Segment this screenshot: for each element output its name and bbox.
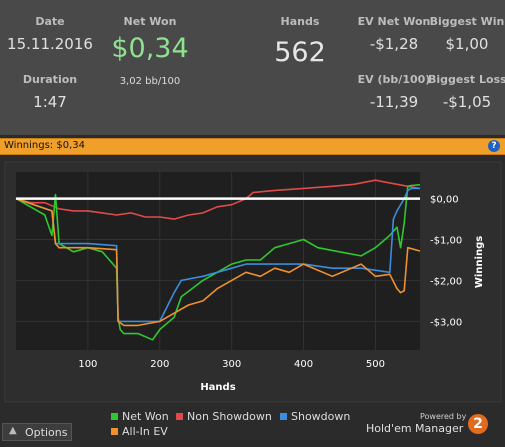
date-label: Date bbox=[35, 15, 65, 28]
caret-up-icon: ▲ bbox=[9, 425, 17, 436]
net-won-label: Net Won bbox=[123, 15, 177, 28]
y-tick-label: -$2,00 bbox=[430, 276, 462, 287]
winnings-title: Winnings: $0,34 bbox=[4, 140, 85, 151]
biggest-win-label: Biggest Win bbox=[429, 15, 505, 28]
duration-value: 1:47 bbox=[33, 93, 67, 111]
x-tick-label: 300 bbox=[222, 359, 241, 370]
brand-logo-icon: 2 bbox=[468, 414, 488, 434]
hands-value: 562 bbox=[274, 37, 326, 68]
legend-non-showdown: Non Showdown bbox=[176, 410, 272, 423]
powered-by-label: Powered by bbox=[420, 412, 467, 421]
ev-bb100-label: EV (bb/100) bbox=[357, 73, 431, 86]
biggest-loss-label: Biggest Loss bbox=[428, 73, 505, 86]
duration-label: Duration bbox=[22, 73, 78, 86]
options-button[interactable]: ▲ Options bbox=[2, 423, 72, 441]
y-tick-label: -$1,00 bbox=[430, 236, 462, 247]
legend-net-won: Net Won bbox=[111, 410, 169, 423]
stats-panel: Date 15.11.2016 Duration 1:47 Net Won $0… bbox=[0, 0, 505, 135]
ev-net-won-label: EV Net Won bbox=[357, 15, 431, 28]
ev-net-won-value: -$1,28 bbox=[369, 35, 419, 53]
series-line-non-showdown bbox=[15, 179, 421, 220]
net-won-bb100: 3,02 bb/100 bbox=[119, 76, 181, 87]
series-line-showdown bbox=[15, 187, 420, 323]
series-line-all-in-ev bbox=[15, 197, 421, 327]
y-tick-label: -$3,00 bbox=[430, 317, 462, 328]
x-tick-label: 400 bbox=[294, 359, 313, 370]
winnings-title-bar: Winnings: $0,34 ? bbox=[0, 138, 505, 155]
ev-bb100-value: -11,39 bbox=[369, 93, 419, 111]
biggest-win-value: $1,00 bbox=[445, 35, 489, 53]
options-label: Options bbox=[25, 426, 68, 439]
x-tick-label: 500 bbox=[366, 359, 385, 370]
legend-showdown: Showdown bbox=[280, 410, 350, 423]
biggest-loss-value: -$1,05 bbox=[442, 93, 492, 111]
legend-all-in-ev: All-In EV bbox=[111, 425, 168, 438]
hands-label: Hands bbox=[280, 15, 320, 28]
x-tick-label: 100 bbox=[78, 359, 97, 370]
plot-area bbox=[16, 172, 420, 350]
question-icon[interactable]: ? bbox=[488, 140, 500, 152]
net-won-value: $0,34 bbox=[111, 33, 189, 64]
x-tick-label: 200 bbox=[150, 359, 169, 370]
date-value: 15.11.2016 bbox=[7, 35, 93, 53]
x-axis-label: Hands bbox=[200, 382, 235, 393]
brand-name: Hold'em Manager bbox=[366, 422, 464, 435]
y-tick-label: $0,00 bbox=[430, 195, 459, 206]
y-axis-label: Winnings bbox=[474, 236, 485, 288]
